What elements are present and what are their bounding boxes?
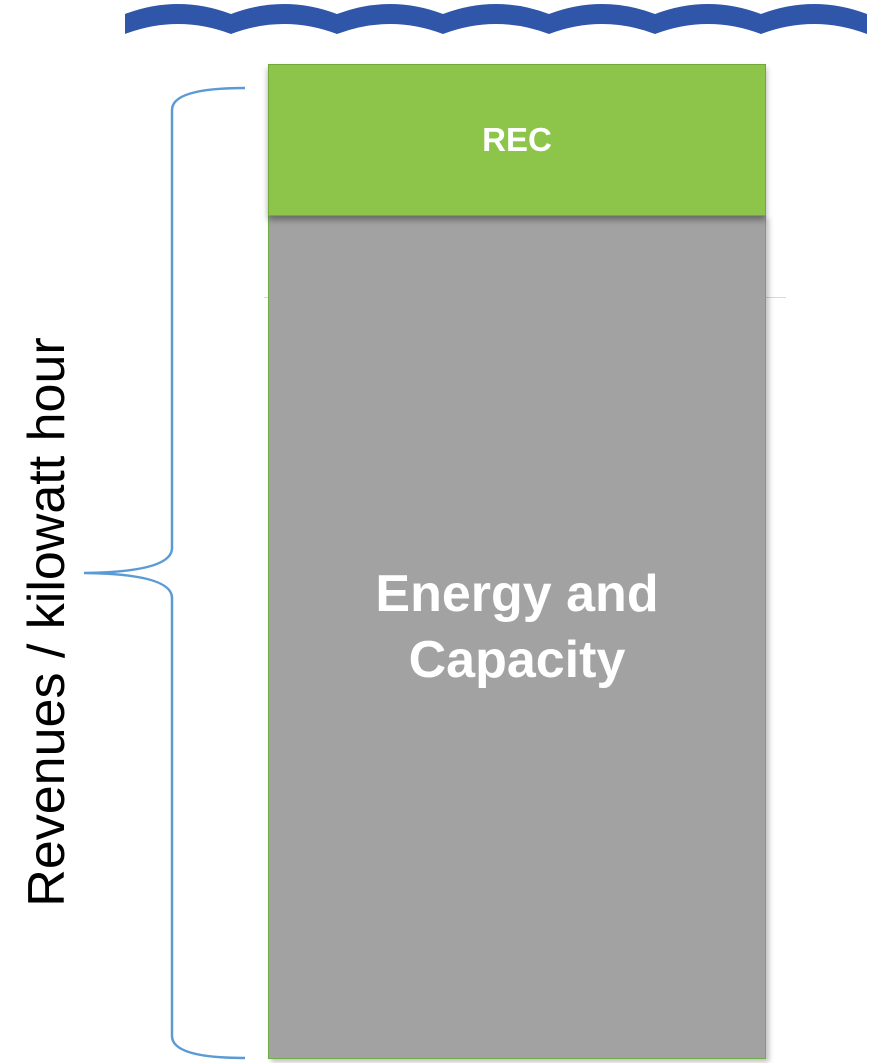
stacked-column: REC Energy and Capacity — [268, 64, 766, 1059]
brace-path — [83, 86, 246, 1060]
segment-energy-capacity: Energy and Capacity — [268, 216, 766, 1059]
segment-energy-capacity-label: Energy and Capacity — [375, 565, 659, 689]
wave-path — [125, 4, 867, 34]
segment-rec: REC — [268, 64, 766, 216]
axis-label: Revenues / kilowatt hour — [18, 337, 76, 907]
segment-rec-label: REC — [482, 121, 552, 158]
water-wave-icon — [125, 4, 867, 34]
